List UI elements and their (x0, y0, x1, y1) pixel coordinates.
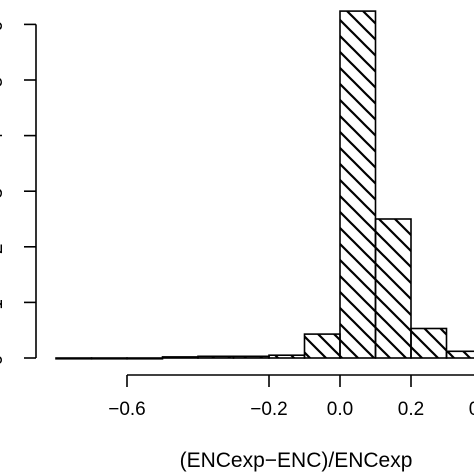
x-tick-label: 0.0 (327, 399, 353, 420)
histogram-bar (163, 357, 199, 358)
x-axis: −0.6 −0.2 0.0 0.2 0.4 (108, 375, 474, 420)
x-tick-label: −0.2 (250, 399, 288, 420)
y-axis: 0 1 2 3 4 5 6 (0, 21, 36, 365)
histogram-bar (340, 11, 376, 358)
x-tick-label: −0.6 (108, 399, 146, 420)
histogram-bar (447, 351, 474, 358)
histogram-bar (269, 355, 305, 358)
x-axis-title: (ENCexp−ENC)/ENCexp (180, 449, 413, 472)
y-tick-label: 1 (0, 299, 7, 310)
y-tick-label: 0 (0, 355, 7, 366)
histogram-bar (56, 358, 92, 359)
histogram-bar (305, 334, 341, 358)
x-tick-label: 0.4 (469, 399, 474, 420)
histogram-bar (411, 329, 447, 359)
x-tick-label: 0.2 (398, 399, 424, 420)
y-tick-label: 6 (0, 21, 7, 32)
y-tick-label: 3 (0, 188, 7, 199)
y-tick-label: 5 (0, 77, 7, 88)
histogram-bar (92, 358, 128, 359)
y-tick-label: 4 (0, 132, 7, 143)
histogram-bar (198, 356, 234, 358)
histogram-bar (234, 356, 270, 358)
y-tick-label: 2 (0, 244, 7, 255)
histogram-bar (127, 358, 163, 359)
histogram-bars (56, 11, 474, 359)
histogram-bar (376, 219, 412, 358)
